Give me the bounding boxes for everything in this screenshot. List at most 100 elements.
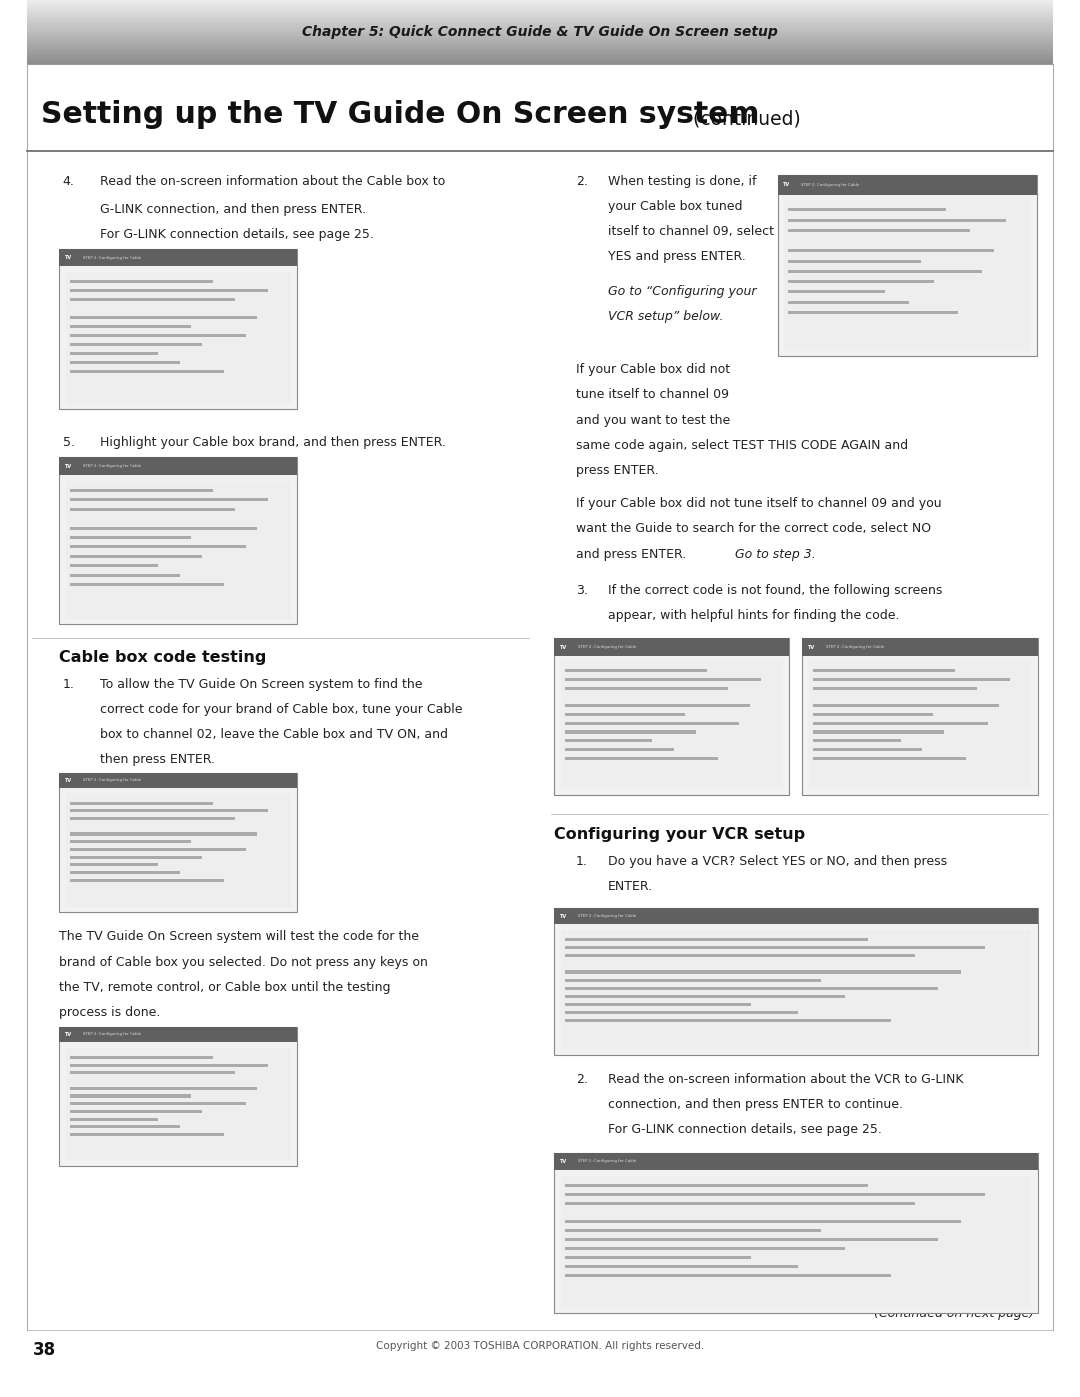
Bar [788,249,994,253]
Bar [70,1102,246,1105]
Bar [70,545,246,549]
Text: Go to step 3.: Go to step 3. [735,548,816,560]
Text: YES and press ENTER.: YES and press ENTER. [608,250,746,263]
Bar [70,817,235,820]
Bar [70,848,246,851]
Text: 4.: 4. [63,175,75,187]
Bar [565,1256,752,1259]
Bar [70,1109,202,1113]
Bar [565,704,751,707]
Text: G-LINK connection, and then press ENTER.: G-LINK connection, and then press ENTER. [100,203,366,215]
Text: 5.: 5. [63,436,75,448]
Bar [813,739,901,742]
Text: process is done.: process is done. [59,1006,161,1018]
Text: your Cable box tuned: your Cable box tuned [608,200,743,212]
Bar [554,1153,1038,1171]
Text: For G-LINK connection details, see page 25.: For G-LINK connection details, see page … [608,1123,882,1136]
Text: 3.: 3. [576,584,588,597]
Bar [70,279,214,284]
Bar [565,739,652,742]
Bar [70,334,246,337]
Bar [70,1071,235,1074]
Bar [66,481,291,619]
Text: appear, with helpful hints for finding the code.: appear, with helpful hints for finding t… [608,609,900,622]
Text: want the Guide to search for the correct code, select NO: want the Guide to search for the correct… [576,522,931,535]
Bar [565,722,740,725]
Text: Read the on-screen information about the Cable box to: Read the on-screen information about the… [100,175,446,187]
Text: If your Cable box did not tune itself to channel 09 and you: If your Cable box did not tune itself to… [576,497,942,510]
Bar [788,218,1007,222]
Text: STEP 2: Configuring for Cable: STEP 2: Configuring for Cable [578,645,636,650]
Text: For G-LINK connection details, see page 25.: For G-LINK connection details, see page … [100,228,375,240]
Bar [70,1133,225,1136]
Text: TV: TV [65,1032,72,1037]
Bar [813,687,977,690]
Bar [813,669,955,672]
Text: TV: TV [559,914,567,919]
Text: Setting up the TV Guide On Screen system: Setting up the TV Guide On Screen system [41,99,759,129]
Bar [59,1027,297,1166]
Bar [565,1264,798,1268]
Bar [70,555,202,557]
Text: Read the on-screen information about the VCR to G-LINK: Read the on-screen information about the… [608,1073,963,1085]
Text: same code again, select TEST THIS CODE AGAIN and: same code again, select TEST THIS CODE A… [576,439,908,451]
Text: connection, and then press ENTER to continue.: connection, and then press ENTER to cont… [608,1098,903,1111]
Bar [813,731,944,733]
Bar [70,326,191,328]
Bar [565,669,706,672]
Text: If the correct code is not found, the following screens: If the correct code is not found, the fo… [608,584,943,597]
Bar [70,855,202,859]
Text: TV: TV [559,644,567,650]
Text: TV: TV [808,644,815,650]
Text: STEP 2: Configuring for Cable: STEP 2: Configuring for Cable [83,778,141,782]
Text: box to channel 02, leave the Cable box and TV ON, and: box to channel 02, leave the Cable box a… [100,728,448,740]
Bar [565,995,845,997]
Bar [565,1220,961,1222]
Text: 2.: 2. [576,175,588,187]
Text: Copyright © 2003 TOSHIBA CORPORATION. All rights reserved.: Copyright © 2003 TOSHIBA CORPORATION. Al… [376,1341,704,1351]
Bar [788,260,921,263]
Bar [788,312,958,314]
Bar [778,175,1037,356]
Bar [554,908,1038,1055]
Bar [66,1048,291,1161]
Bar [59,249,297,267]
Text: To allow the TV Guide On Screen system to find the: To allow the TV Guide On Screen system t… [100,678,423,690]
Bar [70,574,180,577]
Bar [565,946,985,949]
Bar [788,281,933,284]
Bar [554,908,1038,925]
Bar [565,954,915,957]
Text: ENTER.: ENTER. [608,880,653,893]
Bar [565,1011,798,1014]
Bar [554,638,789,795]
Text: STEP 2: Configuring for Cable: STEP 2: Configuring for Cable [83,464,141,468]
Bar [70,833,257,835]
Bar [788,300,909,303]
Text: Do you have a VCR? Select YES or NO, and then press: Do you have a VCR? Select YES or NO, and… [608,855,947,868]
Bar [813,747,922,752]
Text: TV: TV [65,464,72,468]
Text: tune itself to channel 09: tune itself to channel 09 [576,388,729,401]
Bar [565,1183,868,1187]
Text: STEP 2: Configuring for Cable: STEP 2: Configuring for Cable [83,1032,141,1037]
Text: Cable box code testing: Cable box code testing [59,650,267,665]
Text: STEP 2: Configuring for Cable: STEP 2: Configuring for Cable [826,645,885,650]
Bar [565,1193,985,1196]
Text: The TV Guide On Screen system will test the code for the: The TV Guide On Screen system will test … [59,930,419,943]
Bar [70,289,269,292]
Bar [565,937,868,942]
Bar [565,1246,845,1250]
Bar [70,499,269,502]
Bar [565,1201,915,1206]
Bar [784,200,1030,351]
Bar [813,704,999,707]
Text: (continued): (continued) [687,109,800,129]
Bar [70,370,225,373]
Bar [565,1274,891,1277]
Bar [70,360,180,365]
Bar [59,773,297,912]
Bar [66,793,291,907]
Bar [561,1176,1031,1308]
Bar [70,872,180,875]
